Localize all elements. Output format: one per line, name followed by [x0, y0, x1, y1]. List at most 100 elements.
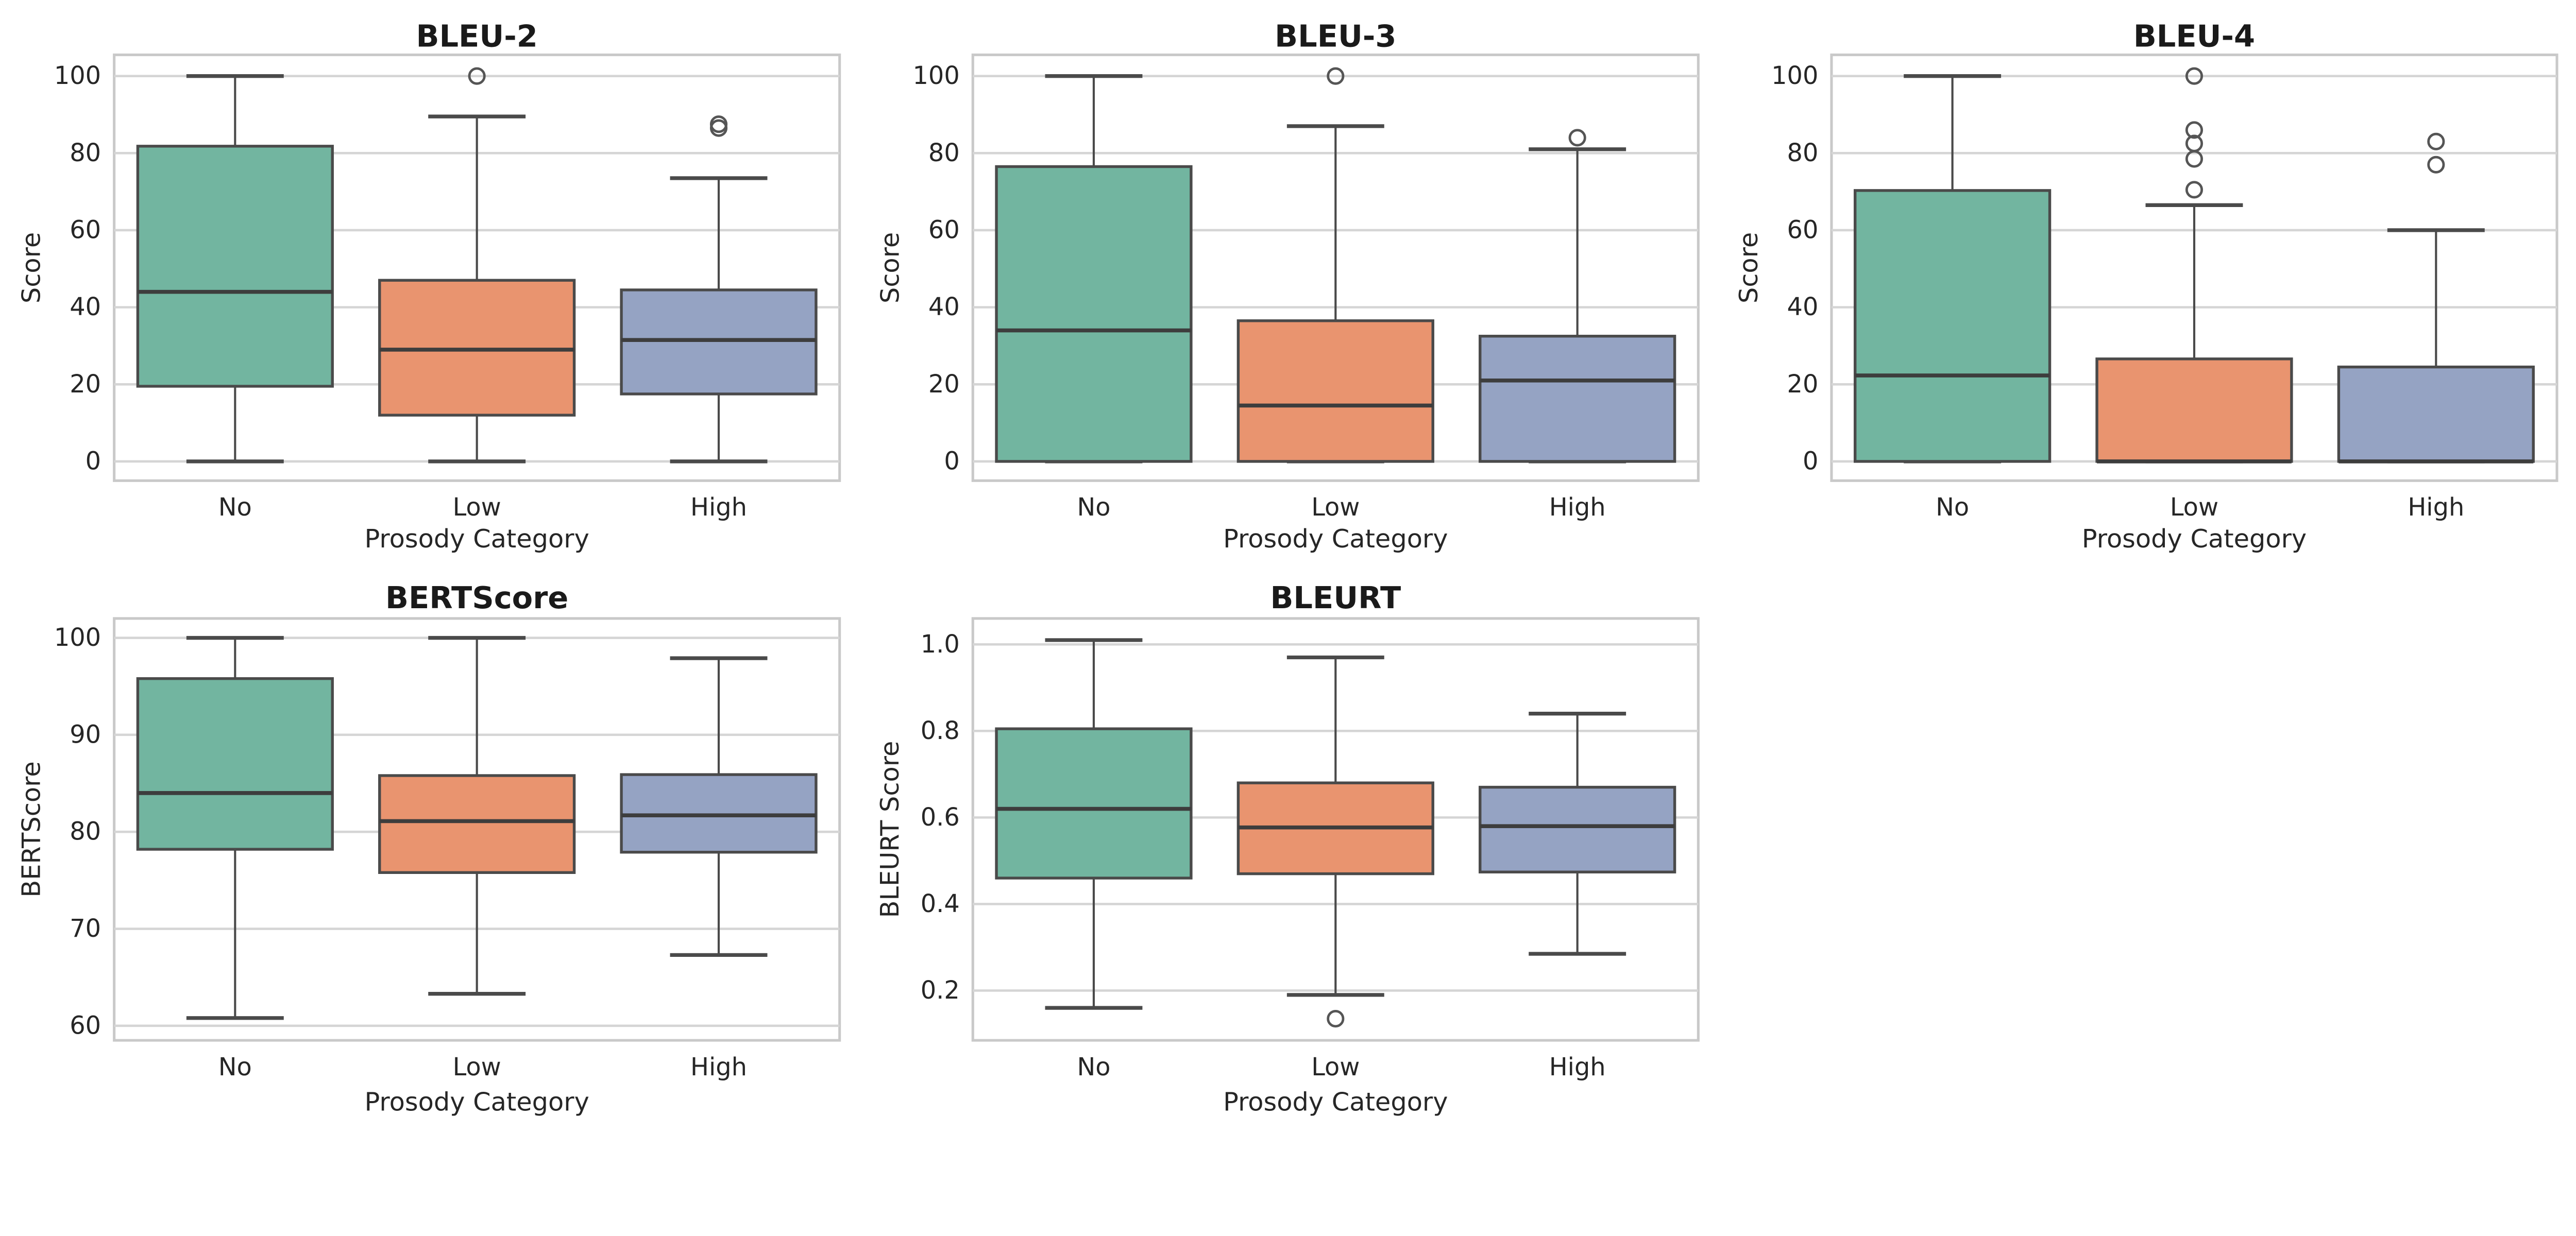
- y-tick-label: 100: [912, 62, 959, 90]
- outlier-point: [2185, 67, 2204, 85]
- x-tick-label: High: [2408, 493, 2464, 522]
- box-group-no: [995, 74, 1193, 464]
- box-group-low: [378, 636, 576, 996]
- y-tick-label: 80: [928, 139, 960, 167]
- figure-canvas: 0 20 40 60 80 100 BLEU-2 Score Prosody Category N…: [16, 18, 2558, 1117]
- box-group-high: [620, 656, 818, 957]
- x-tick-label: High: [690, 1053, 747, 1082]
- box-group-low: [2095, 67, 2293, 464]
- outlier-point: [2185, 121, 2204, 139]
- y-tick-label: 40: [1787, 293, 1819, 321]
- x-axis-label: Prosody Category: [2082, 524, 2307, 554]
- y-tick-label: 0: [1803, 447, 1818, 475]
- plot-title: BLEU-3: [1275, 19, 1396, 54]
- subplot-bleu-2: 0 20 40 60 80 100 BLEU-2 Score Prosody Category N…: [16, 19, 841, 554]
- box-group-no: [1853, 74, 2052, 464]
- boxplot-figure: 0 20 40 60 80 100 BLEU-2 Score Prosody Category N…: [16, 18, 2558, 1117]
- y-tick-label: 60: [70, 216, 101, 244]
- y-tick-label: 60: [928, 216, 960, 244]
- y-axis-label: Score: [16, 232, 46, 303]
- x-tick-label: Low: [2170, 493, 2218, 522]
- x-tick-label: High: [1549, 1053, 1606, 1082]
- box-high: [2337, 365, 2535, 463]
- y-tick-label: 20: [928, 370, 960, 399]
- x-tick-label: High: [1549, 493, 1606, 522]
- x-axis-label: Prosody Category: [1223, 524, 1448, 554]
- box-group-no: [136, 636, 334, 1020]
- outlier-point: [1327, 1010, 1345, 1028]
- outlier-point: [2185, 134, 2204, 152]
- box-group-high: [1479, 712, 1676, 956]
- outlier-point: [2427, 132, 2445, 150]
- box-low: [1236, 319, 1434, 463]
- outlier-point: [2185, 181, 2204, 199]
- y-tick-label: 80: [70, 139, 101, 167]
- box-group-no: [136, 74, 334, 464]
- y-tick-label: 70: [70, 915, 101, 943]
- box-high: [1479, 335, 1676, 463]
- y-tick-label: 90: [70, 720, 101, 749]
- x-tick-label: No: [1077, 1053, 1110, 1082]
- box-group-high: [620, 115, 818, 464]
- y-tick-label: 1.0: [921, 630, 960, 659]
- outlier-point: [2427, 156, 2445, 174]
- y-tick-label: 40: [928, 293, 960, 321]
- subplot-bleu-3: 0 20 40 60 80 100 BLEU-3 Score Prosody Category N…: [875, 19, 1700, 554]
- box-group-no: [995, 638, 1193, 1010]
- subplot-bertscore: 60 70 80 90 100 BERTScore BERTScore Prosody Cat…: [16, 580, 841, 1117]
- x-tick-label: Low: [453, 1053, 501, 1082]
- box-no: [995, 165, 1193, 463]
- box-low: [2095, 357, 2293, 463]
- box-low: [378, 774, 576, 874]
- y-tick-label: 0.6: [921, 803, 960, 832]
- x-tick-label: No: [218, 493, 252, 522]
- y-tick-label: 0: [86, 447, 101, 475]
- box-group-high: [2337, 132, 2535, 464]
- box-no: [136, 145, 334, 388]
- box-high: [1479, 785, 1676, 873]
- x-tick-label: No: [218, 1053, 252, 1082]
- y-tick-label: 100: [54, 62, 101, 90]
- x-tick-label: Low: [1311, 493, 1360, 522]
- plot-title: BERTScore: [385, 580, 568, 615]
- box-group-high: [1479, 129, 1676, 464]
- y-tick-label: 100: [1771, 62, 1818, 90]
- y-tick-label: 80: [70, 818, 101, 846]
- x-tick-label: Low: [1311, 1053, 1360, 1082]
- box-no: [1853, 189, 2052, 463]
- y-axis-label: Score: [875, 232, 905, 303]
- y-tick-label: 60: [70, 1011, 101, 1040]
- box-group-low: [1236, 67, 1434, 464]
- y-tick-label: 20: [1787, 370, 1819, 399]
- x-tick-label: No: [1936, 493, 1969, 522]
- plot-title: BLEURT: [1270, 580, 1401, 615]
- outlier-point: [1327, 67, 1345, 85]
- box-group-low: [378, 67, 576, 464]
- plot-title: BLEU-4: [2133, 19, 2255, 54]
- outlier-point: [1568, 129, 1586, 147]
- y-tick-label: 0: [944, 447, 959, 475]
- x-axis-label: Prosody Category: [364, 1087, 589, 1117]
- y-tick-label: 100: [54, 624, 101, 652]
- subplot-bleurt: 0.2 0.4 0.6 0.8 1.0 BLEURT BLEURT Score Prosody…: [875, 580, 1700, 1117]
- outlier-point: [468, 67, 486, 85]
- y-tick-label: 0.4: [921, 890, 960, 918]
- y-axis-label: BERTScore: [16, 761, 46, 897]
- box-group-low: [1236, 655, 1434, 1028]
- box-no: [995, 727, 1193, 880]
- y-axis-label: Score: [1734, 232, 1764, 303]
- y-tick-label: 80: [1787, 139, 1819, 167]
- x-tick-label: High: [690, 493, 747, 522]
- y-tick-label: 0.8: [921, 717, 960, 745]
- plot-title: BLEU-2: [416, 19, 538, 54]
- x-axis-label: Prosody Category: [364, 524, 589, 554]
- x-tick-label: No: [1077, 493, 1110, 522]
- y-tick-label: 0.2: [921, 976, 960, 1005]
- y-tick-label: 60: [1787, 216, 1819, 244]
- y-tick-label: 40: [70, 293, 101, 321]
- x-tick-label: Low: [453, 493, 501, 522]
- outlier-point: [709, 115, 728, 133]
- box-no: [136, 677, 334, 851]
- y-axis-label: BLEURT Score: [875, 741, 905, 918]
- subplot-bleu-4: 0 20 40 60 80 100 BLEU-4 Score Prosody Category N…: [1734, 19, 2558, 554]
